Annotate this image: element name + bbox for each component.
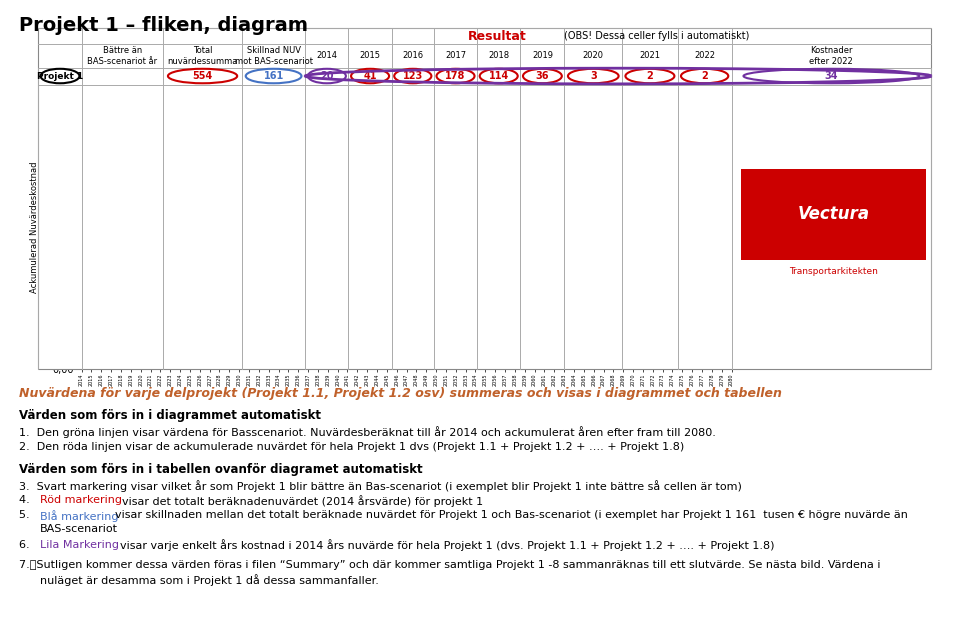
Vectura [568,107,580,114]
Text: 2.  Den röda linjen visar de ackumulerade nuvärdet för hela Projekt 1 dvs (Proje: 2. Den röda linjen visar de ackumulerade… [19,442,684,452]
Text: Resultat: Resultat [468,30,526,43]
Text: (OBS! Dessa celler fylls i automatiskt): (OBS! Dessa celler fylls i automatiskt) [564,32,750,41]
Text: 2020: 2020 [583,51,604,61]
Line: Vectura: Vectura [82,110,732,369]
Vectura [342,107,353,115]
Legend: Projekt 1, BAS: Projekt 1, BAS [637,182,720,215]
Text: 41: 41 [363,71,377,81]
Text: 178: 178 [445,71,466,81]
Text: Värden som förs in i tabellen ovanför diagramet automatiskt: Värden som förs in i tabellen ovanför di… [19,463,422,476]
Text: 2015: 2015 [360,51,380,61]
Text: visar varje enkelt års kostnad i 2014 års nuvärde för hela Projekt 1 (dvs. Proje: visar varje enkelt års kostnad i 2014 år… [120,540,775,551]
Text: 3: 3 [589,71,597,81]
Text: 2: 2 [646,71,654,81]
Text: 114: 114 [489,71,509,81]
Text: 4.: 4. [19,495,36,505]
Line: BAS: BAS [82,189,732,369]
BAS [342,194,353,202]
Text: Transportarkitekten: Transportarkitekten [789,267,878,276]
Text: Total
nuvärdessumma: Total nuvärdessumma [167,46,238,66]
Text: Projekt 1 – fliken, diagram: Projekt 1 – fliken, diagram [19,16,308,35]
Text: 20: 20 [320,71,334,81]
BAS [76,365,87,373]
Vectura [686,107,698,114]
Text: 6.: 6. [19,540,36,550]
Vectura [726,107,737,114]
Text: 3.  Svart markering visar vilket år som Projekt 1 blir bättre än Bas-scenariot (: 3. Svart markering visar vilket år som P… [19,480,742,492]
Text: Blå markering: Blå markering [40,510,119,522]
Text: Värden som förs in i diagrammet automatiskt: Värden som förs in i diagrammet automati… [19,409,322,422]
Text: 2016: 2016 [402,51,423,61]
Text: 2014: 2014 [317,51,337,61]
Text: 123: 123 [402,71,423,81]
Vectura [76,365,87,373]
Text: 2017: 2017 [444,51,467,61]
Text: 5.: 5. [19,510,36,521]
BAS [686,186,698,193]
Text: 554: 554 [192,71,213,81]
Text: Skillnad NUV
mot BAS-scenariot: Skillnad NUV mot BAS-scenariot [234,46,313,66]
Text: Kostnader
efter 2022: Kostnader efter 2022 [809,46,853,66]
Text: 2019: 2019 [532,51,553,61]
Text: 2: 2 [701,71,708,81]
Text: Nuvärdena för varje delprojekt (Projekt 1.1, Projekt 1.2 osv) summeras och visas: Nuvärdena för varje delprojekt (Projekt … [19,387,782,400]
Text: Lila Markering: Lila Markering [40,540,119,550]
Y-axis label: Ackumulerad Nuvärdeskostnad
(Mkr): Ackumulerad Nuvärdeskostnad (Mkr) [30,161,50,293]
Text: Projekt 1: Projekt 1 [36,71,84,81]
Text: 2018: 2018 [488,51,510,61]
Text: BAS-scenariot: BAS-scenariot [40,524,118,534]
Text: 36: 36 [536,71,549,81]
Text: 2021: 2021 [639,51,660,61]
Vectura [224,110,235,118]
BAS [726,186,737,193]
Text: 7.	Sutligen kommer dessa värden föras i filen “Summary” och där kommer samtliga : 7. Sutligen kommer dessa värden föras i … [19,560,880,570]
Text: 161: 161 [263,71,284,81]
Text: 2022: 2022 [694,51,715,61]
Text: 34: 34 [825,71,838,81]
Text: Röd markering: Röd markering [40,495,122,505]
BAS [372,192,383,199]
Text: Vectura: Vectura [798,205,870,223]
Text: Bättre än
BAS-scenariot år: Bättre än BAS-scenariot år [87,46,157,66]
Text: visar det totalt beräknadenuvärdet (2014 årsvärde) för projekt 1: visar det totalt beräknadenuvärdet (2014… [122,495,483,507]
Text: nuläget är desamma som i Projekt 1 då dessa sammanfaller.: nuläget är desamma som i Projekt 1 då de… [40,574,379,586]
Text: visar skillnaden mellan det totalt beräknade nuvärdet för Projekt 1 och Bas-scen: visar skillnaden mellan det totalt beräk… [115,510,908,521]
Text: 1.  Den gröna linjen visar värdena för Basscenariot. Nuvärdesberäknat till år 20: 1. Den gröna linjen visar värdena för Ba… [19,427,716,439]
BAS [175,244,186,252]
BAS [224,219,235,227]
BAS [568,186,580,193]
Vectura [372,107,383,114]
Vectura [175,122,186,129]
